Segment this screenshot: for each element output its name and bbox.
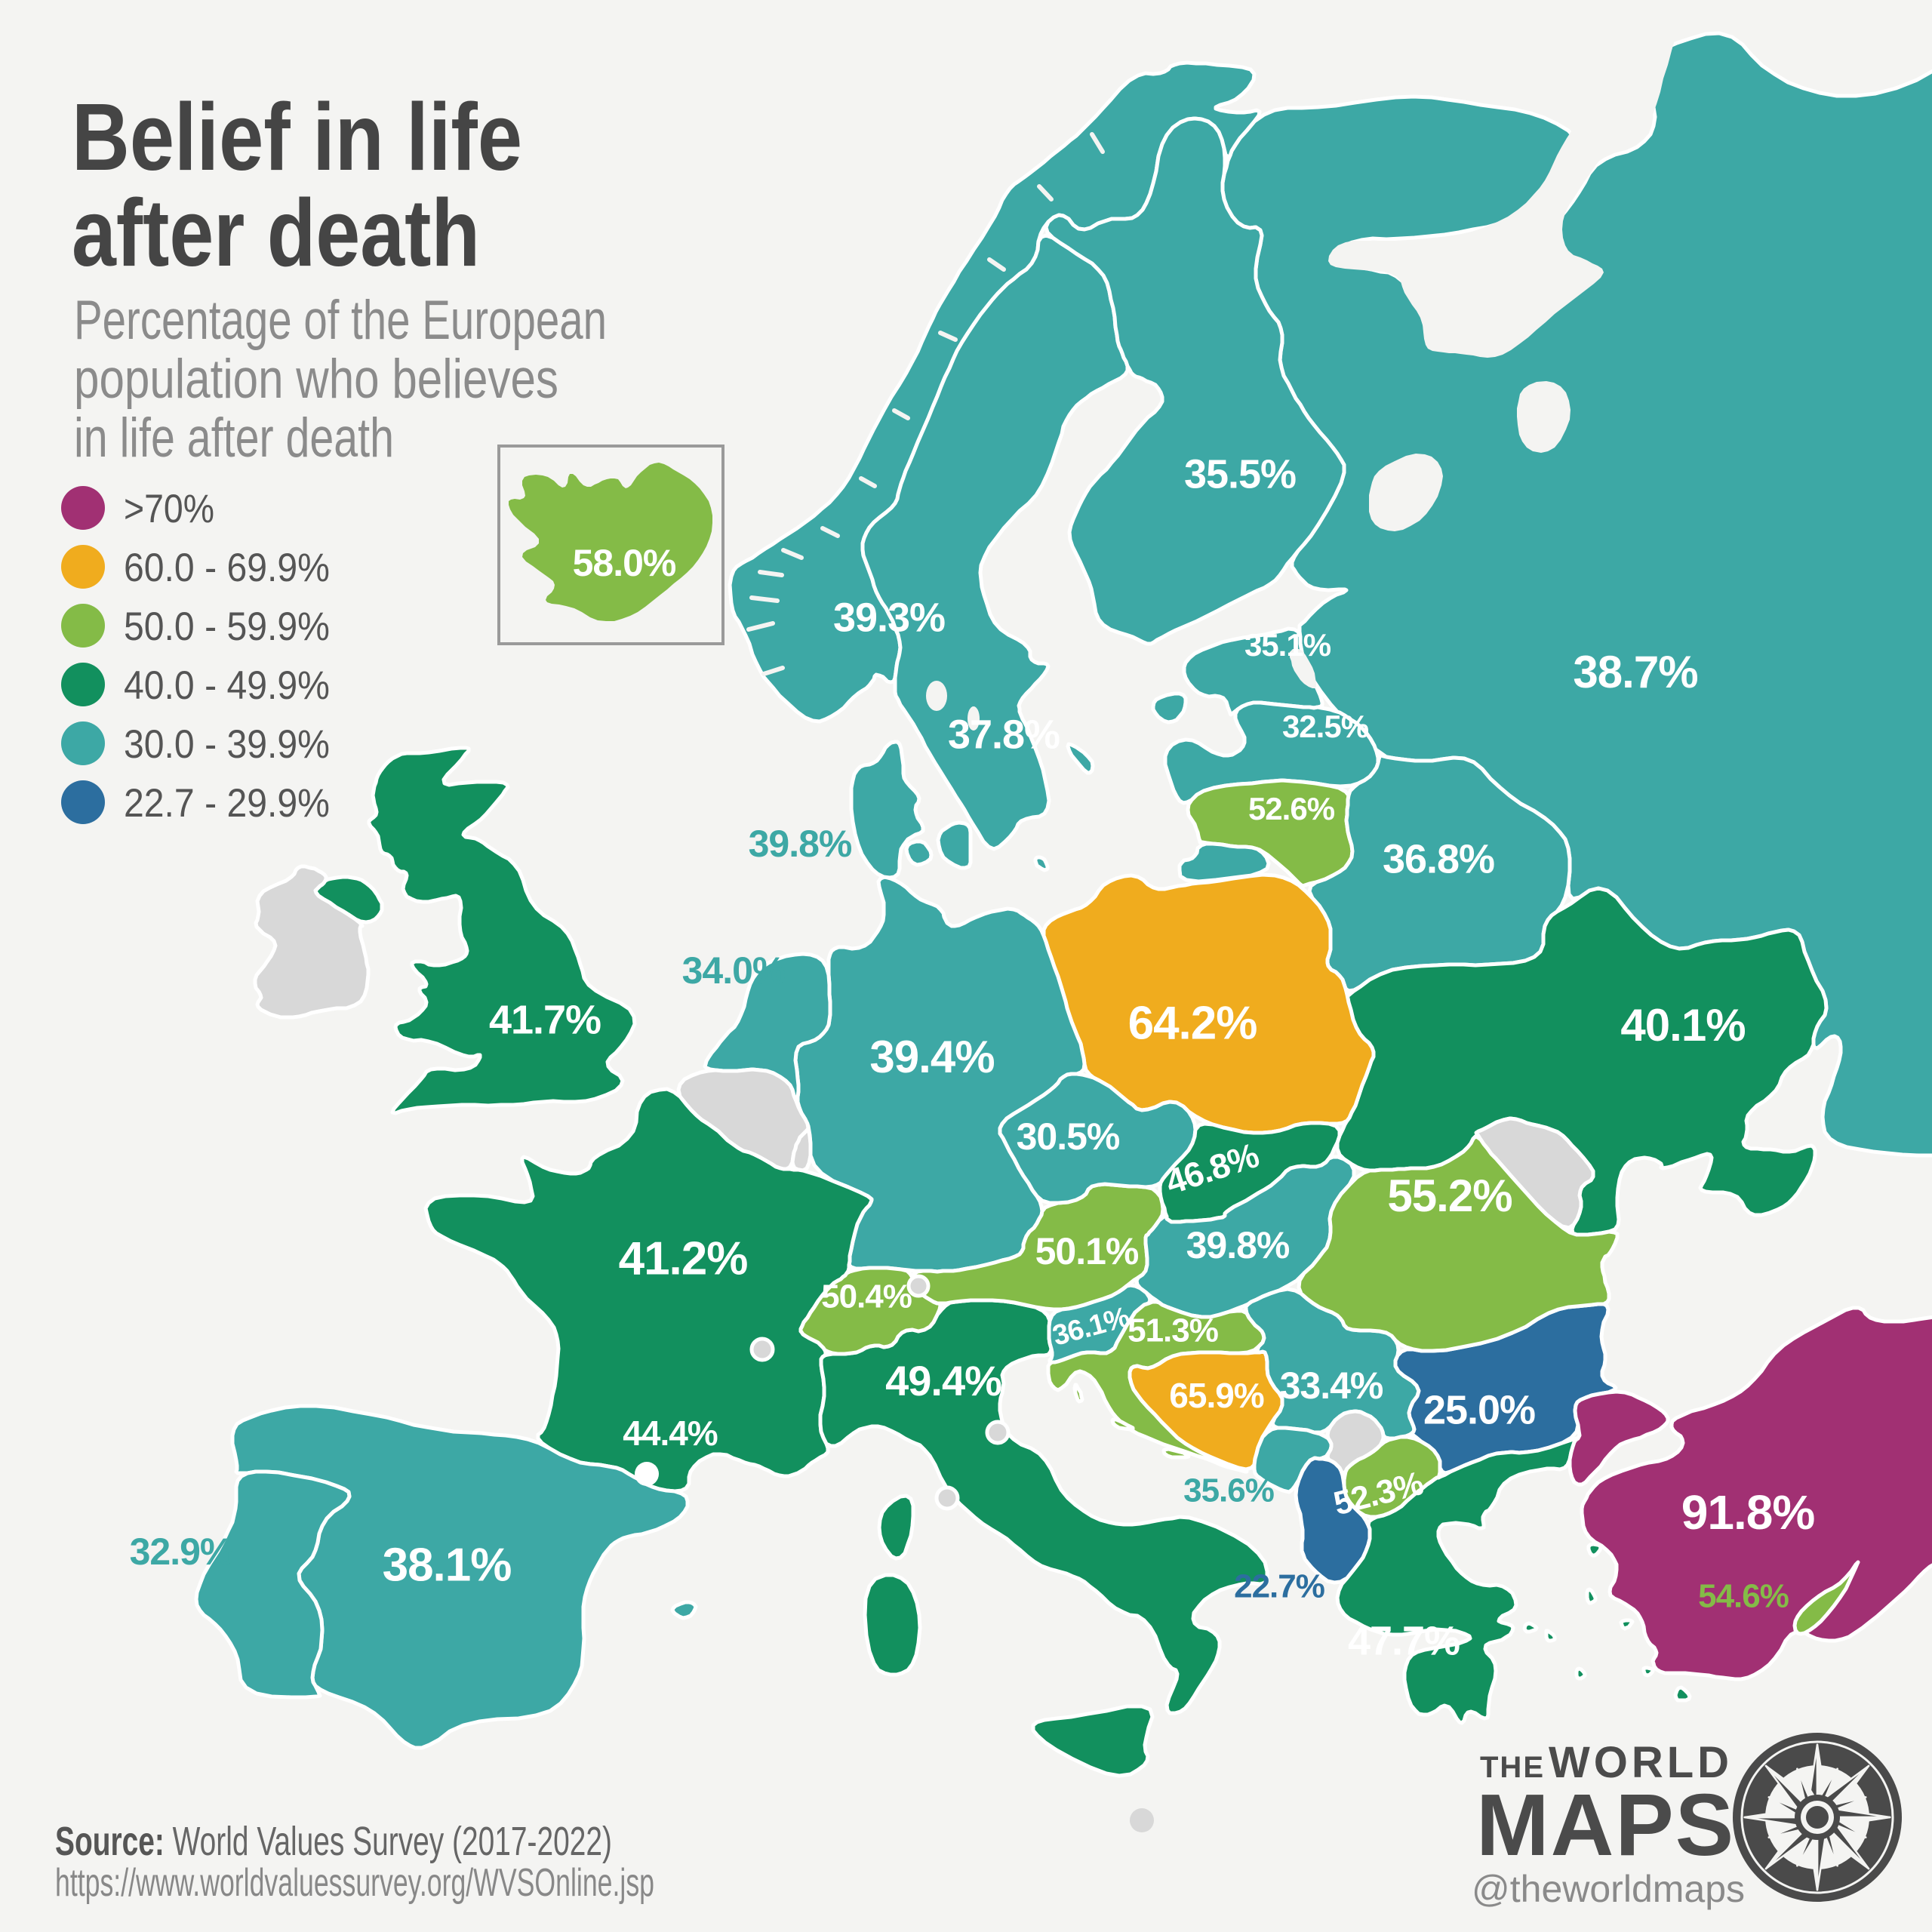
svg-text:32.9%: 32.9% [130,1531,233,1573]
svg-text:30.0 - 39.9%: 30.0 - 39.9% [124,722,330,767]
svg-text:50.1%: 50.1% [1035,1230,1139,1272]
svg-text:55.2%: 55.2% [1387,1171,1512,1221]
svg-text:32.5%: 32.5% [1282,709,1369,744]
svg-text:52.6%: 52.6% [1248,791,1335,826]
svg-text:60.0 - 69.9%: 60.0 - 69.9% [124,546,330,590]
svg-text:after death: after death [72,180,480,286]
svg-text:35.5%: 35.5% [1184,451,1296,497]
svg-text:WORLD: WORLD [1549,1738,1733,1787]
svg-text:40.0 - 49.9%: 40.0 - 49.9% [124,663,330,708]
svg-text:49.4%: 49.4% [885,1357,1001,1404]
svg-text:39.3%: 39.3% [833,595,945,640]
svg-text:37.8%: 37.8% [948,712,1060,757]
svg-text:58.0%: 58.0% [573,542,676,584]
svg-text:44.4%: 44.4% [623,1414,718,1453]
svg-text:38.7%: 38.7% [1573,647,1697,697]
svg-text:54.6%: 54.6% [1698,1578,1789,1615]
svg-text:Source: World Values Survey (2: Source: World Values Survey (2017-2022) [55,1819,612,1864]
svg-text:Percentage of the European: Percentage of the European [74,290,607,351]
svg-text:22.7%: 22.7% [1234,1568,1324,1605]
svg-text:39.8%: 39.8% [1186,1224,1290,1266]
svg-text:47.7%: 47.7% [1348,1618,1460,1663]
svg-text:22.7 - 29.9%: 22.7 - 29.9% [124,781,330,826]
svg-text:MAPS: MAPS [1476,1776,1735,1874]
svg-text:https://www.worldvaluessurvey.: https://www.worldvaluessurvey.org/WVSOnl… [55,1861,654,1905]
svg-text:39.4%: 39.4% [869,1032,994,1082]
svg-text:40.1%: 40.1% [1620,1000,1745,1051]
svg-text:51.3%: 51.3% [1128,1312,1218,1349]
svg-text:in life after death: in life after death [74,408,394,469]
svg-text:64.2%: 64.2% [1128,997,1257,1049]
svg-text:25.0%: 25.0% [1423,1387,1535,1432]
svg-text:33.4%: 33.4% [1280,1364,1383,1407]
svg-text:population who believes: population who believes [74,349,558,410]
svg-text:36.8%: 36.8% [1383,836,1494,881]
svg-text:41.2%: 41.2% [619,1232,748,1284]
svg-text:50.0 - 59.9%: 50.0 - 59.9% [124,605,330,649]
svg-text:THE: THE [1480,1751,1545,1784]
svg-text:50.4%: 50.4% [821,1278,912,1315]
svg-text:Belief in life: Belief in life [72,84,522,190]
svg-text:35.6%: 35.6% [1183,1472,1274,1509]
svg-text:39.8%: 39.8% [749,823,852,865]
svg-text:>70%: >70% [124,487,214,531]
svg-text:91.8%: 91.8% [1681,1485,1815,1540]
svg-text:30.5%: 30.5% [1017,1115,1120,1158]
svg-text:65.9%: 65.9% [1169,1376,1264,1415]
svg-text:35.1%: 35.1% [1244,627,1331,663]
svg-text:@theworldmaps: @theworldmaps [1472,1868,1745,1910]
svg-text:41.7%: 41.7% [489,997,601,1042]
svg-text:34.0%: 34.0% [682,949,786,992]
svg-text:38.1%: 38.1% [383,1539,512,1591]
